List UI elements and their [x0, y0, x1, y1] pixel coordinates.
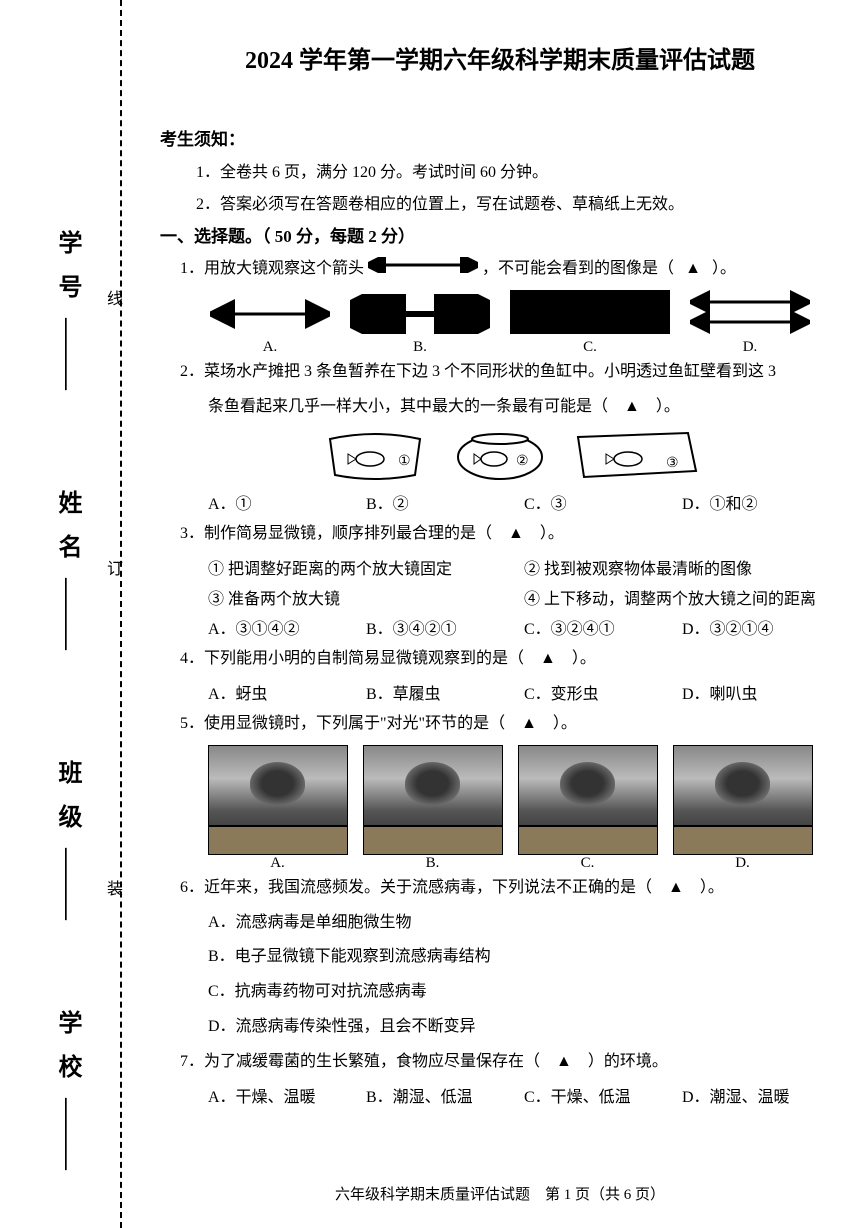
q3-step-3: ③ 准备两个放大镜 — [208, 585, 524, 609]
microscope-photo — [208, 745, 348, 855]
q3-opt-b: B．③④②① — [366, 615, 524, 639]
q4-opt-d: D．喇叭虫 — [682, 680, 840, 704]
notice-item-1: 1．全卷共 6 页，满分 120 分。考试时间 60 分钟。 — [196, 158, 840, 182]
svg-text:②: ② — [516, 454, 529, 469]
q2-options: A．① B．② C．③ D．①和② — [208, 490, 840, 514]
q5-opt-b: B. — [363, 855, 503, 872]
q3-opt-a: A．③①④② — [208, 615, 366, 639]
section-1-heading: 一、选择题。（ 50 分，每题 2 分） — [160, 222, 840, 247]
q2-tank-1: ① — [320, 427, 430, 488]
q3-step-2: ② 找到被观察物体最清晰的图像 — [524, 555, 840, 579]
notice-heading: 考生须知： — [160, 125, 840, 150]
cut-line — [120, 0, 122, 1228]
q7-opt-a: A．干燥、温暖 — [208, 1083, 366, 1107]
page-content: 2024 学年第一学期六年级科学期末质量评估试题 考生须知： 1．全卷共 6 页… — [160, 40, 840, 1113]
q7-opt-c: C．干燥、低温 — [524, 1083, 682, 1107]
cutline-label-1: 装 — [100, 880, 124, 906]
q7-opt-b: B．潮湿、低温 — [366, 1083, 524, 1107]
q7-options: A．干燥、温暖 B．潮湿、低温 C．干燥、低温 D．潮湿、温暖 — [208, 1083, 840, 1107]
q4-stem: 4．下列能用小明的自制简易显微镜观察到的是（ ▲ ）。 — [180, 645, 840, 674]
q1-stem-a: 1．用放大镜观察这个箭头 — [180, 260, 364, 277]
q5-fig-a: A. — [208, 745, 348, 872]
margin-field-id: 学号——— — [50, 230, 85, 390]
q3-options: A．③①④② B．③④②① C．③②④① D．③②①④ — [208, 615, 840, 639]
q3-stem: 3．制作简易显微镜，顺序排列最合理的是（ ▲ ）。 — [180, 520, 840, 549]
q7-opt-d: D．潮湿、温暖 — [682, 1083, 840, 1107]
margin-field-school: 学校——— — [50, 1010, 85, 1170]
cutline-label-3: 线 — [100, 290, 124, 316]
page-footer: 六年级科学期末质量评估试题 第 1 页（共 6 页） — [160, 1183, 840, 1204]
q1-stem-c: ）。 — [712, 260, 736, 277]
q5-fig-b: B. — [363, 745, 503, 872]
q5-stem: 5．使用显微镜时，下列属于"对光"环节的是（ ▲ ）。 — [180, 710, 840, 739]
microscope-photo — [518, 745, 658, 855]
svg-text:①: ① — [398, 454, 411, 469]
q2-opt-c: C．③ — [524, 490, 682, 514]
margin-field-name: 姓名——— — [50, 490, 85, 650]
q6-opt-a: A．流感病毒是单细胞微生物 — [208, 909, 840, 938]
q1-opt-d-fig: D. — [690, 290, 810, 356]
q2-figures: ① ② ③ — [200, 427, 820, 488]
q5-fig-c: C. — [518, 745, 658, 872]
microscope-photo — [363, 745, 503, 855]
q4-opt-a: A．蚜虫 — [208, 680, 366, 704]
q1-opt-a: A. — [210, 339, 330, 356]
q7-stem: 7．为了减缓霉菌的生长繁殖，食物应尽量保存在（ ▲ ）的环境。 — [180, 1048, 840, 1077]
q1-stem: 1．用放大镜观察这个箭头 ，不可能会看到的图像是（ ▲ ）。 — [180, 255, 840, 284]
microscope-photo — [673, 745, 813, 855]
q1-opt-c-fig: C. — [510, 290, 670, 356]
q1-opt-a-fig: A. — [210, 294, 330, 356]
q5-opt-c: C. — [518, 855, 658, 872]
q1-opt-b-fig: B. — [350, 294, 490, 356]
q5-opt-d: D. — [673, 855, 813, 872]
q3-opt-d: D．③②①④ — [682, 615, 840, 639]
blank-triangle: ▲ — [678, 255, 708, 284]
q3-step-4: ④ 上下移动，调整两个放大镜之间的距离 — [524, 585, 840, 609]
q6-opt-b: B．电子显微镜下能观察到流感病毒结构 — [208, 943, 840, 972]
notice-item-2: 2．答案必须写在答题卷相应的位置上，写在试题卷、草稿纸上无效。 — [196, 190, 840, 214]
page-title: 2024 学年第一学期六年级科学期末质量评估试题 — [160, 40, 840, 75]
q2-tank-3: ③ — [570, 427, 700, 488]
q6-opt-c: C．抗病毒药物可对抗流感病毒 — [208, 978, 840, 1007]
q2-opt-d: D．①和② — [682, 490, 840, 514]
q2-opt-b: B．② — [366, 490, 524, 514]
margin-field-class: 班级——— — [50, 760, 85, 920]
q5-fig-d: D. — [673, 745, 813, 872]
q1-opt-c: C. — [510, 339, 670, 356]
q1-stem-b: ，不可能会看到的图像是（ — [482, 260, 674, 277]
q5-figures: A. B. C. D. — [200, 745, 820, 872]
q3-steps-row2: ③ 准备两个放大镜 ④ 上下移动，调整两个放大镜之间的距离 — [208, 585, 840, 609]
cutline-label-2: 订 — [100, 560, 124, 586]
svg-text:③: ③ — [666, 456, 679, 471]
q1-opt-d: D. — [690, 339, 810, 356]
q3-steps-row1: ① 把调整好距离的两个放大镜固定 ② 找到被观察物体最清晰的图像 — [208, 555, 840, 579]
q4-opt-c: C．变形虫 — [524, 680, 682, 704]
q6-stem: 6．近年来，我国流感频发。关于流感病毒，下列说法不正确的是（ ▲ ）。 — [180, 874, 840, 903]
q2-opt-a: A．① — [208, 490, 366, 514]
q3-step-1: ① 把调整好距离的两个放大镜固定 — [208, 555, 524, 579]
q2-line2: 条鱼看起来几乎一样大小，其中最大的一条最有可能是（ ▲ ）。 — [208, 393, 840, 422]
binding-margin: 学校——— 班级——— 姓名——— 学号——— 装 订 线 — [0, 0, 140, 1228]
q3-opt-c: C．③②④① — [524, 615, 682, 639]
q4-opt-b: B．草履虫 — [366, 680, 524, 704]
q5-opt-a: A. — [208, 855, 348, 872]
q1-figures: A. B. C. D. — [200, 290, 820, 356]
q2-line1: 2．菜场水产摊把 3 条鱼暂养在下边 3 个不同形状的鱼缸中。小明透过鱼缸壁看到… — [180, 358, 840, 387]
q6-opt-d: D．流感病毒传染性强，且会不断变异 — [208, 1013, 840, 1042]
q4-options: A．蚜虫 B．草履虫 C．变形虫 D．喇叭虫 — [208, 680, 840, 704]
q1-opt-b: B. — [350, 339, 490, 356]
q2-tank-2: ② — [450, 427, 550, 488]
arrow-icon — [368, 255, 478, 284]
